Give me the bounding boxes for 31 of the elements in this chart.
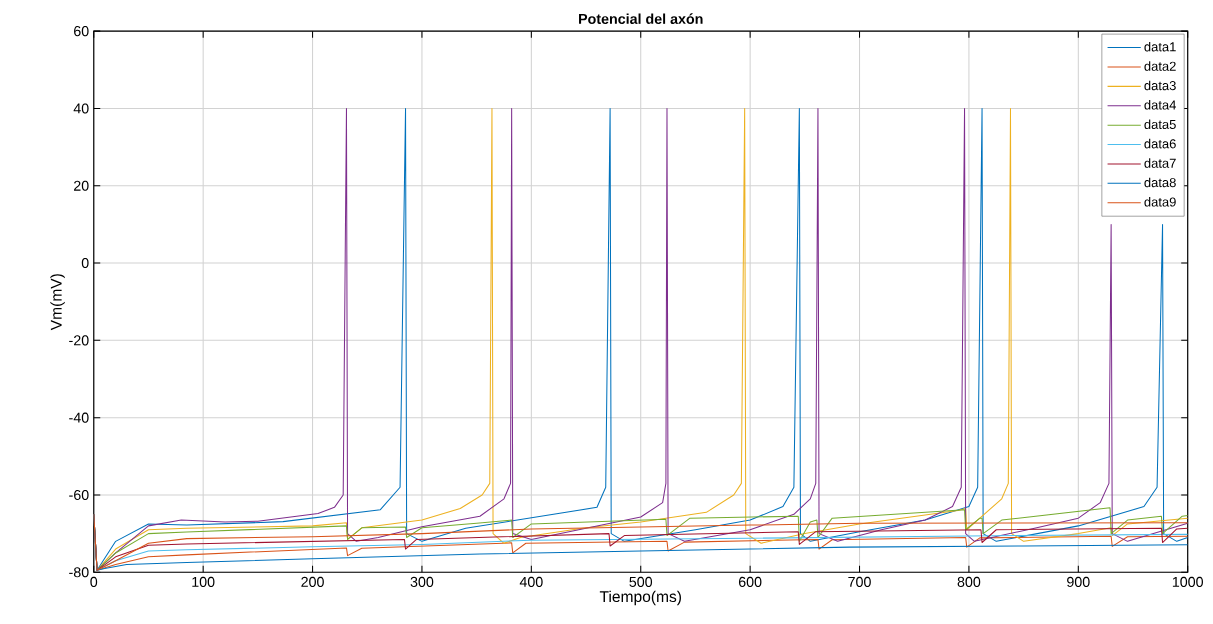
y-tick-label: -60	[69, 490, 89, 501]
y-tick-label: -80	[69, 567, 89, 578]
legend-label: data2	[1144, 61, 1176, 71]
legend-label: data3	[1144, 80, 1176, 91]
x-tick-label: 100	[192, 576, 215, 588]
y-tick-label: 40	[73, 103, 89, 114]
y-tick-label: 20	[74, 180, 89, 191]
legend-label: data5	[1144, 119, 1176, 130]
x-axis-title: Tiempo(ms)	[599, 590, 681, 606]
legend-label: data1	[1144, 41, 1176, 52]
legend-label: data6	[1144, 138, 1176, 149]
chart-title: Potencial del axón	[579, 13, 703, 25]
y-tick-label: -40	[69, 412, 89, 423]
x-tick-label: 200	[301, 576, 324, 588]
y-tick-label: 0	[81, 258, 89, 269]
y-tick-label: -20	[69, 335, 89, 346]
x-tick-label: 0	[90, 576, 98, 588]
legend-label: data7	[1144, 158, 1176, 168]
legend-label: data4	[1144, 100, 1176, 110]
x-tick-label: 500	[629, 576, 653, 588]
y-axis-title: Vm(mV)	[50, 274, 65, 331]
legend-label: data9	[1144, 197, 1176, 207]
x-tick-label: 900	[1067, 576, 1090, 588]
x-tick-label: 600	[738, 576, 762, 588]
x-tick-label: 1000	[1172, 576, 1204, 588]
x-tick-label: 800	[957, 576, 981, 588]
x-tick-label: 700	[848, 576, 871, 588]
x-tick-label: 300	[410, 576, 434, 588]
y-tick-label: 60	[74, 26, 89, 37]
legend-label: data8	[1144, 177, 1176, 188]
x-tick-label: 400	[519, 576, 543, 588]
